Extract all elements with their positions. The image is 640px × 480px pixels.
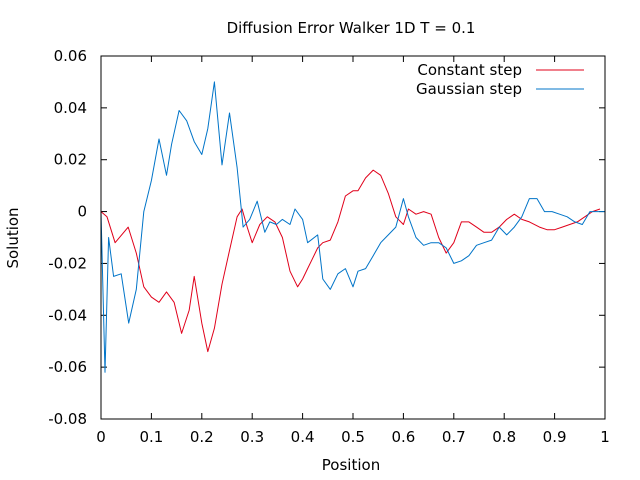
y-tick-label: -0.06 [48,358,87,376]
x-tick-label: 0.6 [391,428,415,446]
x-tick-label: 0 [96,428,106,446]
legend-label: Gaussian step [416,80,522,98]
x-tick-label: 0.4 [291,428,315,446]
y-axis-ticks: -0.08 -0.06 -0.04 -0.02 0 0.02 0.04 0.06 [48,47,605,428]
y-tick-label: -0.04 [48,306,87,324]
x-tick-label: 0.2 [190,428,214,446]
y-tick-label: -0.08 [48,410,87,428]
chart-title: Diffusion Error Walker 1D T = 0.1 [227,19,476,37]
y-tick-label: 0.02 [54,151,87,169]
y-tick-label: 0 [77,203,87,221]
x-tick-label: 0.3 [240,428,264,446]
x-tick-label: 0.1 [139,428,163,446]
y-tick-label: -0.02 [48,254,87,272]
legend-label: Constant step [417,61,522,79]
plot-frame [100,55,606,420]
x-tick-label: 0.9 [543,428,567,446]
x-axis-label: Position [322,456,380,474]
series-layer [100,81,605,373]
series-line-1 [100,169,601,353]
x-tick-label: 0.5 [341,428,365,446]
x-axis-ticks: 0 0.1 0.2 0.3 0.4 0.5 0.6 0.7 0.8 0.9 1 [96,56,610,446]
x-tick-label: 0.8 [492,428,516,446]
x-tick-label: 1 [600,428,610,446]
y-axis-label: Solution [4,207,22,268]
x-tick-label: 0.7 [442,428,466,446]
y-tick-label: 0.06 [54,47,87,65]
y-tick-label: 0.04 [54,99,87,117]
series-line-2 [100,81,605,373]
